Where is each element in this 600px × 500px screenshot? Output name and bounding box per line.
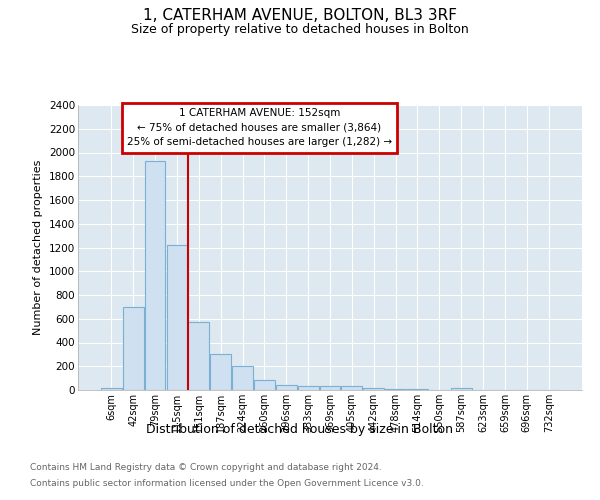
Text: 1, CATERHAM AVENUE, BOLTON, BL3 3RF: 1, CATERHAM AVENUE, BOLTON, BL3 3RF xyxy=(143,8,457,22)
Bar xyxy=(320,386,340,390)
Bar xyxy=(341,386,362,390)
Bar xyxy=(101,388,122,390)
Bar xyxy=(232,366,253,390)
Bar xyxy=(210,354,231,390)
Bar xyxy=(364,388,384,390)
Bar xyxy=(254,380,275,390)
Bar xyxy=(167,245,187,390)
Text: Contains HM Land Registry data © Crown copyright and database right 2024.: Contains HM Land Registry data © Crown c… xyxy=(30,464,382,472)
Bar xyxy=(188,322,209,390)
Bar xyxy=(385,389,406,390)
Y-axis label: Number of detached properties: Number of detached properties xyxy=(34,160,43,335)
Text: Size of property relative to detached houses in Bolton: Size of property relative to detached ho… xyxy=(131,22,469,36)
Bar xyxy=(276,384,296,390)
Text: 1 CATERHAM AVENUE: 152sqm
← 75% of detached houses are smaller (3,864)
25% of se: 1 CATERHAM AVENUE: 152sqm ← 75% of detac… xyxy=(127,108,392,148)
Text: Distribution of detached houses by size in Bolton: Distribution of detached houses by size … xyxy=(146,422,454,436)
Bar xyxy=(123,307,143,390)
Text: Contains public sector information licensed under the Open Government Licence v3: Contains public sector information licen… xyxy=(30,478,424,488)
Bar xyxy=(298,386,319,390)
Bar xyxy=(451,388,472,390)
Bar xyxy=(145,161,166,390)
